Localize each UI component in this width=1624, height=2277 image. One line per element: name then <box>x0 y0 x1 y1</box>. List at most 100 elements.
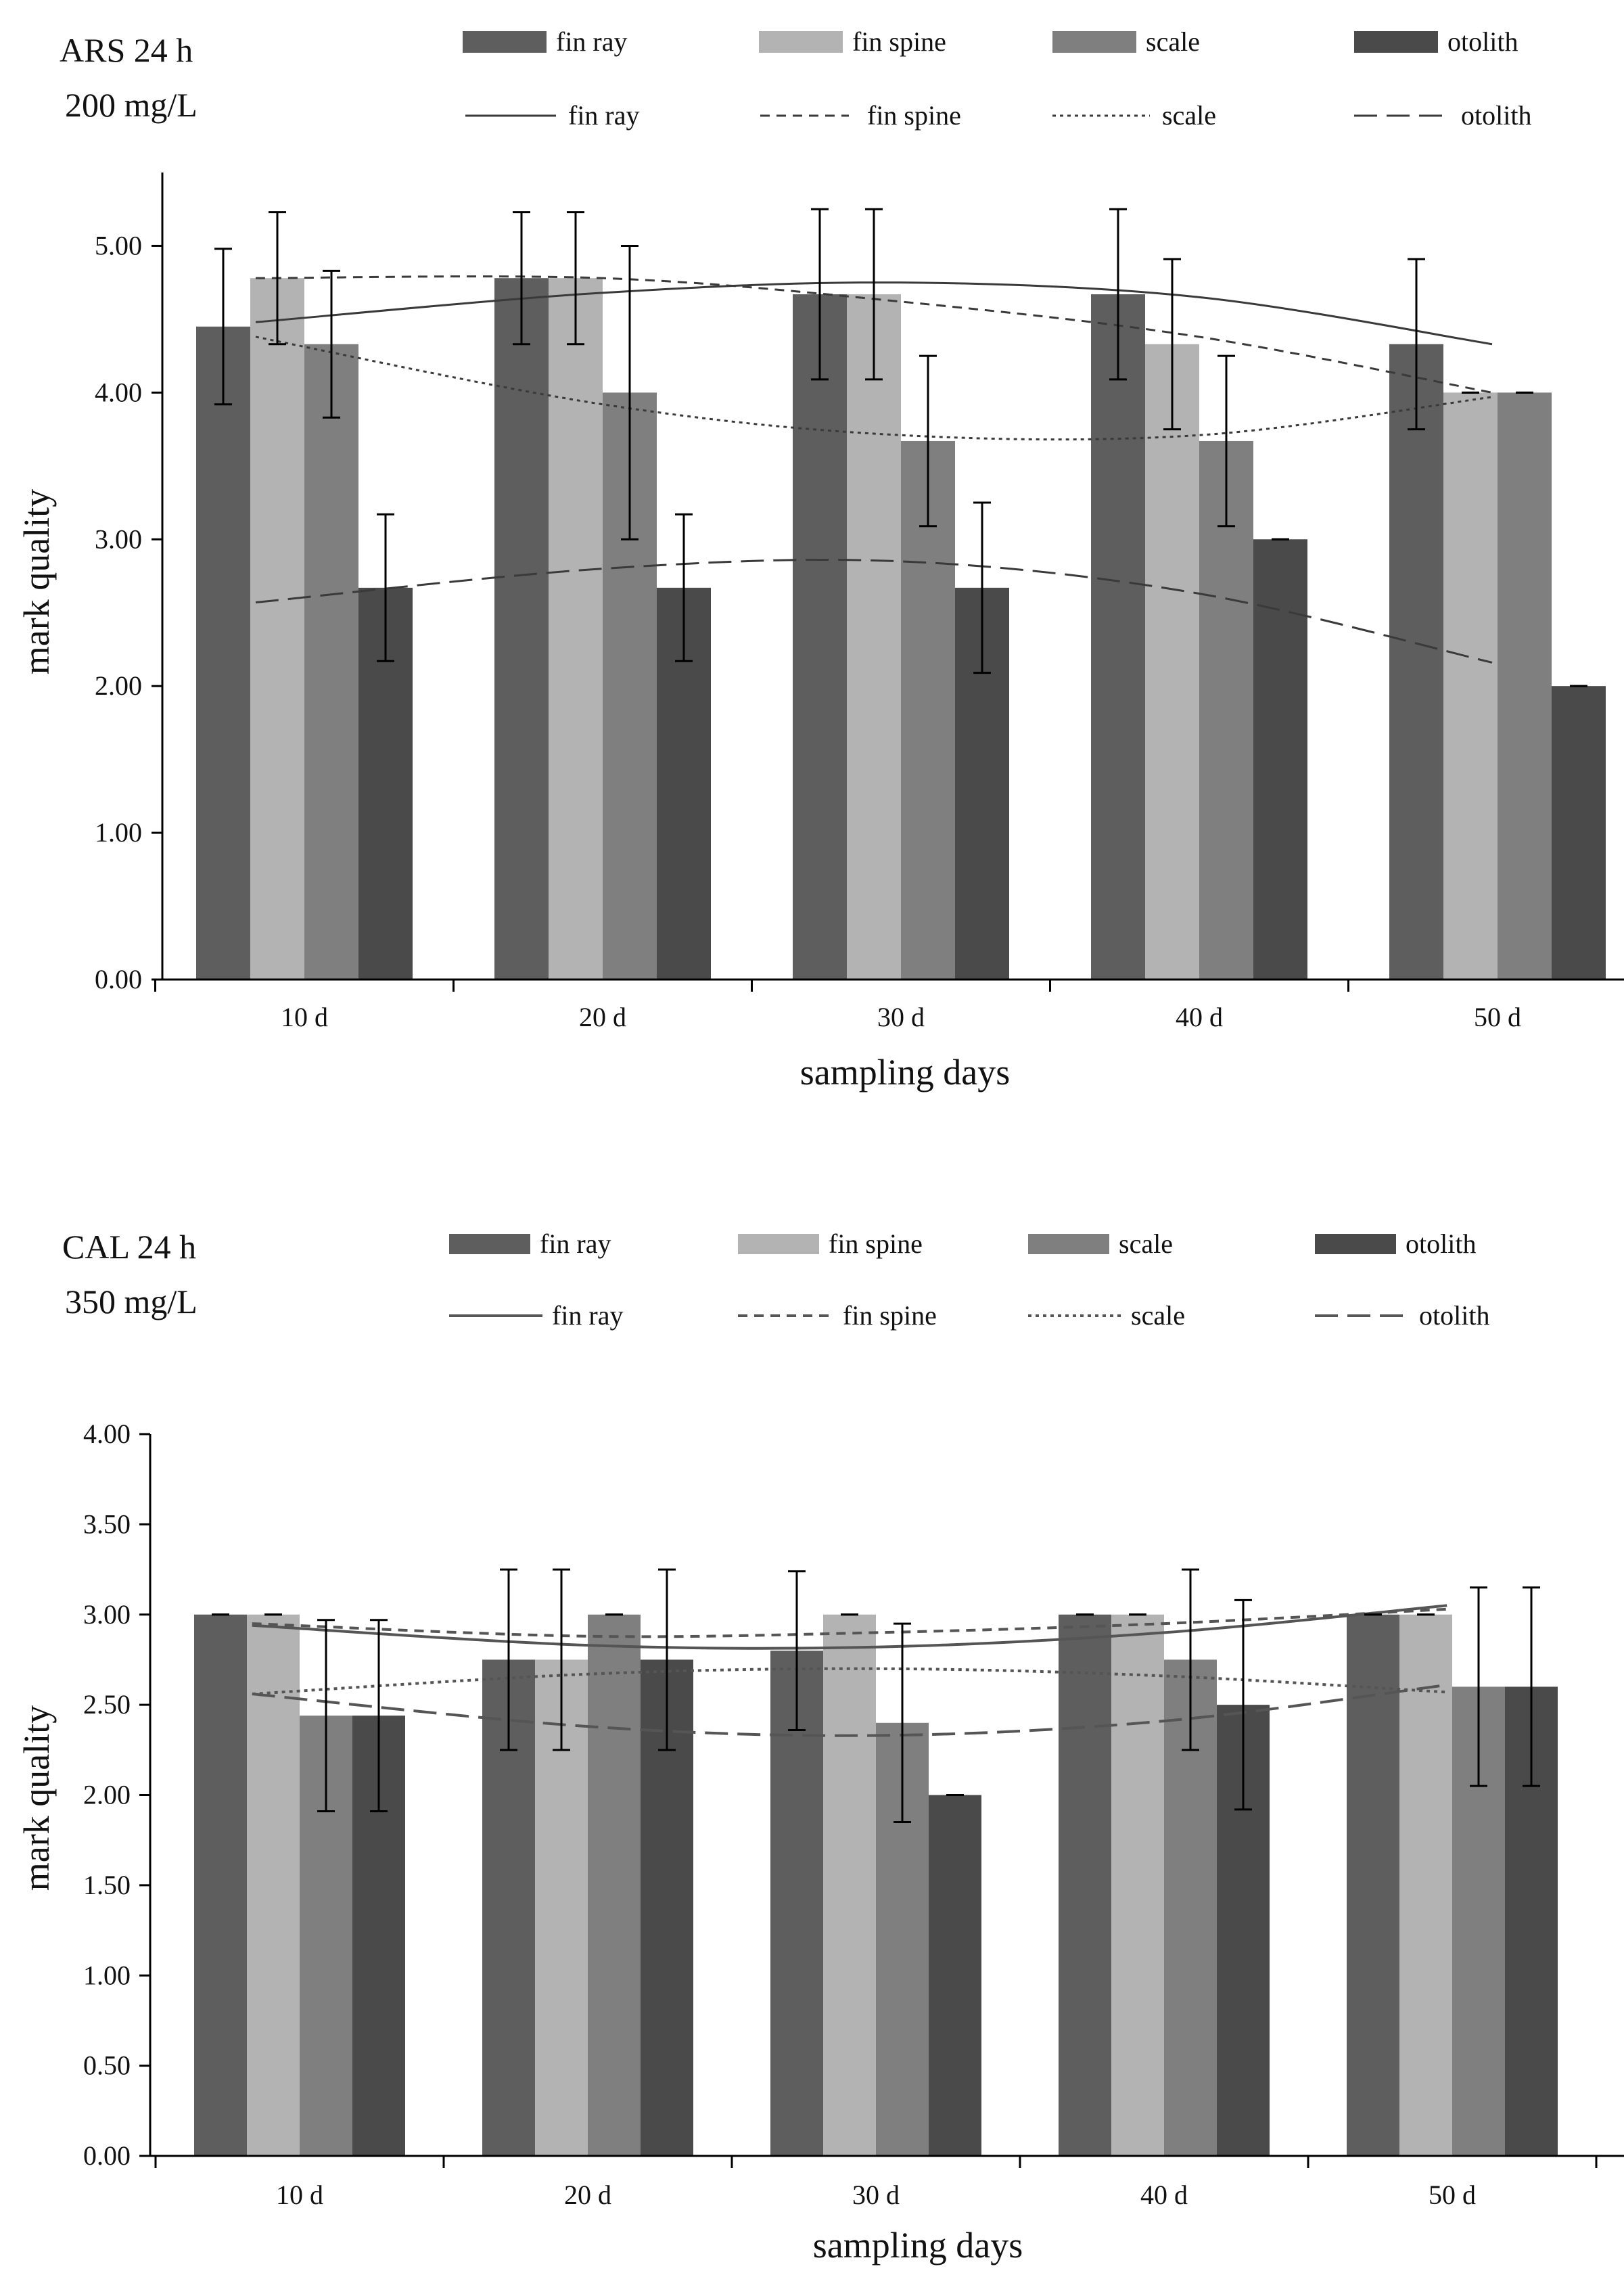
bar-otolith-30d <box>929 1795 981 2156</box>
error-bar-fin-spine-30d <box>865 208 883 381</box>
legend-line-label-otolith: otolith <box>1419 1300 1489 1331</box>
error-bar-fin-ray-30d <box>811 208 829 381</box>
bar-fin-ray-10d <box>194 1614 247 2156</box>
bar-fin-ray-50d <box>1389 344 1443 980</box>
ars-chart-panel: ARS 24 h 200 mg/L sampling days mark qua… <box>16 26 1624 1092</box>
error-bar-scale-30d <box>894 1622 911 1824</box>
error-bar-fin-ray-50d <box>1408 258 1425 431</box>
y-tick-label: 1.50 <box>83 1870 131 1900</box>
error-bar-scale-30d <box>919 354 937 528</box>
error-bar-scale-50d <box>1470 1586 1487 1787</box>
bar-fin-spine-30d <box>847 294 901 980</box>
bar-fin-spine-50d <box>1399 1614 1452 2156</box>
panel-title-line1: ARS 24 h <box>60 31 193 69</box>
y-tick-label: 1.00 <box>95 817 142 848</box>
legend-swatch-fin-ray <box>463 31 547 53</box>
x-tick-label: 30 d <box>877 1002 925 1032</box>
legend-swatch-scale <box>1028 1234 1109 1254</box>
error-bar-fin-spine-40d <box>1163 258 1181 431</box>
y-tick-label: 4.00 <box>95 377 142 407</box>
bar-scale-50d <box>1498 392 1552 980</box>
bar-fin-spine-50d <box>1443 392 1498 980</box>
x-axis-title: sampling days <box>800 1052 1010 1092</box>
legend-label-scale: scale <box>1119 1228 1173 1259</box>
legend-label-otolith: otolith <box>1406 1228 1476 1259</box>
bar-scale-20d <box>588 1614 641 2156</box>
legend-label-fin-spine: fin spine <box>852 26 946 57</box>
legend-swatch-fin-spine <box>738 1234 819 1254</box>
x-tick-label: 10 d <box>281 1002 328 1032</box>
bar-fin-ray-30d <box>793 294 847 980</box>
trendline-fin-spine <box>255 275 1493 394</box>
legend-swatch-scale <box>1052 31 1136 53</box>
bar-fin-ray-40d <box>1091 294 1145 980</box>
x-tick-label: 30 d <box>852 2180 900 2210</box>
legend-line-label-otolith: otolith <box>1461 100 1531 131</box>
bar-fin-spine-20d <box>549 278 603 980</box>
x-tick-label: 10 d <box>276 2180 323 2210</box>
bar-fin-ray-10d <box>196 326 250 980</box>
bar-otolith-40d <box>1253 539 1307 980</box>
bar-fin-ray-50d <box>1347 1614 1399 2156</box>
error-bar-fin-spine-20d <box>553 1568 570 1751</box>
legend-swatch-fin-ray <box>449 1234 530 1254</box>
error-bar-scale-20d <box>621 244 639 540</box>
error-bar-fin-spine-20d <box>567 211 584 346</box>
y-tick-label: 0.00 <box>83 2140 131 2171</box>
bar-fin-spine-10d <box>247 1614 300 2156</box>
x-tick-label: 40 d <box>1140 2180 1188 2210</box>
cal-chart-panel: CAL 24 h 350 mg/L sampling days mark qua… <box>16 1228 1624 2266</box>
error-bar-scale-10d <box>317 1619 335 1813</box>
panel-title-line2: 200 mg/L <box>65 86 198 124</box>
legend-line-label-scale: scale <box>1162 100 1216 131</box>
legend-label-fin-spine: fin spine <box>829 1228 923 1259</box>
legend-label-fin-ray: fin ray <box>540 1228 611 1259</box>
panel-title-line1: CAL 24 h <box>62 1228 196 1266</box>
y-axis-title: mark quality <box>16 1705 57 1891</box>
bar-scale-10d <box>304 344 358 980</box>
bar-fin-spine-30d <box>823 1614 876 2156</box>
bar-fin-spine-40d <box>1145 344 1199 980</box>
legend-line-label-fin-ray: fin ray <box>568 100 640 131</box>
error-bar-otolith-10d <box>377 513 394 662</box>
error-bar-otolith-10d <box>370 1619 388 1813</box>
x-tick-label: 20 d <box>579 1002 626 1032</box>
y-tick-label: 0.00 <box>95 964 142 994</box>
x-tick-label: 50 d <box>1474 1002 1521 1032</box>
error-bar-scale-10d <box>323 269 340 419</box>
bar-fin-ray-20d <box>494 278 549 980</box>
y-tick-label: 4.00 <box>83 1419 131 1449</box>
bar-scale-30d <box>901 440 955 980</box>
error-bar-scale-40d <box>1217 354 1235 528</box>
y-axis-title: mark quality <box>16 489 57 674</box>
x-tick-label: 50 d <box>1429 2180 1476 2210</box>
trendline-fin-spine <box>252 1607 1447 1638</box>
legend-label-fin-ray: fin ray <box>556 26 628 57</box>
trendline-otolith <box>255 558 1493 664</box>
legend-line-label-fin-ray: fin ray <box>552 1300 624 1331</box>
error-bar-fin-ray-30d <box>788 1570 806 1731</box>
error-bar-otolith-50d <box>1523 1586 1540 1787</box>
x-axis-title: sampling days <box>813 2225 1023 2266</box>
bar-scale-40d <box>1199 440 1253 980</box>
legend-line-label-fin-spine: fin spine <box>843 1300 937 1331</box>
error-bar-otolith-20d <box>658 1568 676 1751</box>
error-bar-fin-ray-20d <box>513 211 530 346</box>
error-bar-otolith-20d <box>675 513 693 662</box>
error-bar-otolith-40d <box>1234 1598 1252 1811</box>
y-tick-label: 3.50 <box>83 1509 131 1539</box>
y-tick-label: 5.00 <box>95 230 142 260</box>
y-tick-label: 2.00 <box>83 1780 131 1810</box>
legend-swatch-otolith <box>1354 31 1438 53</box>
error-bar-fin-ray-40d <box>1109 208 1127 381</box>
y-tick-label: 3.00 <box>83 1599 131 1630</box>
bar-fin-spine-10d <box>250 278 304 980</box>
trendline-scale <box>252 1667 1447 1696</box>
legend-label-otolith: otolith <box>1447 26 1518 57</box>
legend-line-label-scale: scale <box>1131 1300 1185 1331</box>
legend-swatch-otolith <box>1315 1234 1396 1254</box>
legend-line-label-fin-spine: fin spine <box>867 100 961 131</box>
error-bar-fin-ray-10d <box>214 248 232 406</box>
error-bar-fin-spine-10d <box>269 211 286 346</box>
y-tick-label: 2.00 <box>95 670 142 701</box>
